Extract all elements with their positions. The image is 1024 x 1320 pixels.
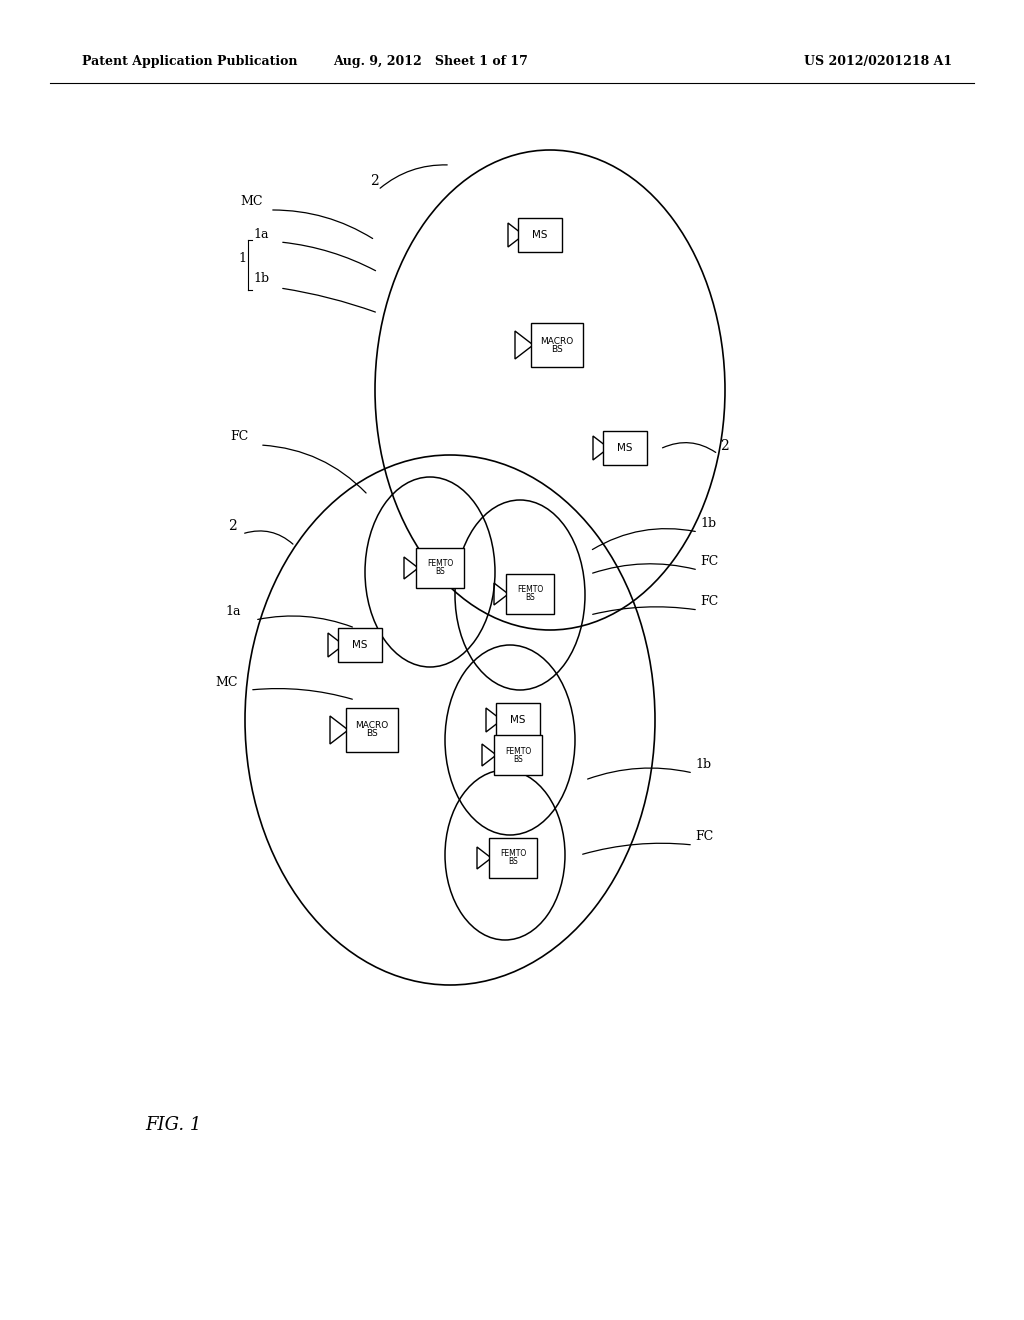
Text: MC: MC xyxy=(215,676,238,689)
Text: MS: MS xyxy=(510,715,525,725)
Text: BS: BS xyxy=(513,755,523,763)
Text: FEMTO: FEMTO xyxy=(517,586,543,594)
Text: FC: FC xyxy=(230,430,248,444)
Text: BS: BS xyxy=(525,594,535,602)
Text: US 2012/0201218 A1: US 2012/0201218 A1 xyxy=(804,55,952,69)
Text: 2: 2 xyxy=(228,519,237,533)
Bar xyxy=(496,704,540,737)
Text: 1b: 1b xyxy=(253,272,269,285)
Text: MS: MS xyxy=(352,640,368,649)
Text: FEMTO: FEMTO xyxy=(500,850,526,858)
Text: MACRO: MACRO xyxy=(541,337,573,346)
Text: BS: BS xyxy=(435,568,444,577)
Text: MACRO: MACRO xyxy=(355,722,389,730)
Text: 1a: 1a xyxy=(253,228,268,242)
Bar xyxy=(518,218,562,252)
Bar xyxy=(416,548,464,587)
Bar xyxy=(494,735,542,775)
Text: MS: MS xyxy=(617,444,633,453)
Text: FEMTO: FEMTO xyxy=(505,747,531,755)
Bar xyxy=(531,323,583,367)
Text: FC: FC xyxy=(695,830,714,843)
Text: BS: BS xyxy=(367,730,378,738)
Bar xyxy=(338,628,382,663)
Text: MC: MC xyxy=(240,195,262,209)
Text: 2: 2 xyxy=(370,174,379,187)
Bar xyxy=(603,432,647,465)
Text: 1a: 1a xyxy=(225,605,241,618)
Text: FIG. 1: FIG. 1 xyxy=(145,1115,202,1134)
Text: FEMTO: FEMTO xyxy=(427,560,454,569)
Bar xyxy=(346,708,398,752)
Text: BS: BS xyxy=(551,345,563,354)
Text: 1: 1 xyxy=(238,252,246,265)
Text: 1b: 1b xyxy=(695,758,711,771)
Text: BS: BS xyxy=(508,858,518,866)
Text: Patent Application Publication: Patent Application Publication xyxy=(82,55,297,69)
Text: FC: FC xyxy=(700,595,718,609)
Bar xyxy=(506,574,554,614)
Text: 2: 2 xyxy=(720,440,729,453)
Text: Aug. 9, 2012   Sheet 1 of 17: Aug. 9, 2012 Sheet 1 of 17 xyxy=(333,55,527,69)
Text: MS: MS xyxy=(532,230,548,240)
Bar xyxy=(489,838,537,878)
Text: 1b: 1b xyxy=(700,517,716,531)
Text: FC: FC xyxy=(700,554,718,568)
